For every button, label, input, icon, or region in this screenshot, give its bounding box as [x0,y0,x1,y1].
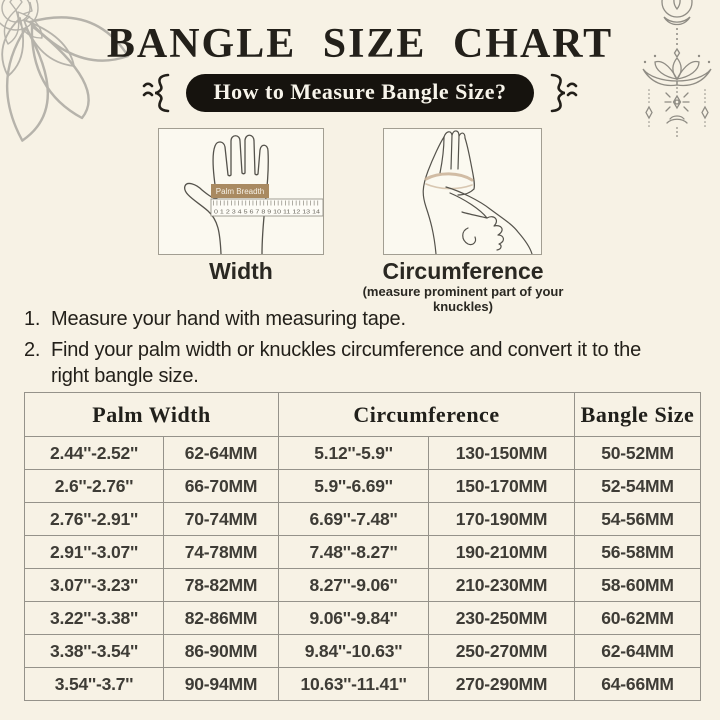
table-cell: 86-90MM [163,634,279,668]
instruction-number: 2. [24,339,41,361]
table-cell: 2.44''-2.52'' [24,436,164,470]
table-cell: 82-86MM [163,601,279,635]
circumference-figure [383,128,542,255]
table-cell: 3.22''-3.38'' [24,601,164,635]
table-cell: 52-54MM [574,469,701,503]
table-cell: 6.69''-7.48'' [278,502,429,536]
table-row: 2.6''-2.76'' 66-70MM 5.9''-6.69'' 150-170MM… [24,469,701,503]
circumference-caption: Circumference [382,258,544,284]
table-cell: 7.48''-8.27'' [278,535,429,569]
corner-flower-ornament [0,0,130,142]
table-cell: 56-58MM [574,535,701,569]
table-cell: 2.91''-3.07'' [24,535,164,569]
bracket-ornament-right [551,73,578,113]
table-cell: 5.9''-6.69'' [278,469,429,503]
table-row: 2.44''-2.52'' 62-64MM 5.12''-5.9'' 130-150M… [24,436,701,470]
table-cell: 230-250MM [428,601,575,635]
table-cell: 50-52MM [574,436,701,470]
ruler-numbers: 0 1 2 3 4 5 6 7 8 9 10 11 12 13 14 [214,210,320,216]
table-row: 3.22''-3.38'' 82-86MM 9.06''-9.84'' 230-250… [24,601,701,635]
circumference-subcaption: (measure prominent part of your knuckles… [362,284,564,314]
width-figure: 0 1 2 3 4 5 6 7 8 9 10 11 12 13 14 Palm … [158,128,324,255]
table-cell: 190-210MM [428,535,575,569]
table-cell: 54-56MM [574,502,701,536]
palm-width-illustration: 0 1 2 3 4 5 6 7 8 9 10 11 12 13 14 Palm … [184,134,324,255]
palm-breadth-label: Palm Breadth [216,187,264,196]
table-cell: 66-70MM [163,469,279,503]
page-title: BANGLE SIZE CHART [106,21,614,67]
table-cell: 90-94MM [163,667,279,701]
header-palm-width: Palm Width [24,392,279,437]
table-cell: 10.63''-11.41'' [278,667,429,701]
table-row: 2.91''-3.07'' 74-78MM 7.48''-8.27'' 190-210… [24,535,701,569]
bangle-size-table: Palm Width Circumference Bangle Size 2.4… [24,392,701,701]
table-cell: 8.27''-9.06'' [278,568,429,602]
table-cell: 60-62MM [574,601,701,635]
instruction-item: 1. Measure your hand with measuring tape… [24,306,684,332]
table-cell: 150-170MM [428,469,575,503]
ribbon-row: How to Measure Bangle Size? [0,71,720,115]
how-to-measure-ribbon: How to Measure Bangle Size? [185,74,535,112]
header-bangle-size: Bangle Size [574,392,701,437]
lotus-hanging-ornament [642,0,712,137]
table-cell: 64-66MM [574,667,701,701]
header-circumference: Circumference [278,392,575,437]
table-cell: 9.84''-10.63'' [278,634,429,668]
table-row: 3.54''-3.7'' 90-94MM 10.63''-11.41'' 270-29… [24,667,701,701]
table-cell: 2.6''-2.76'' [24,469,164,503]
table-cell: 130-150MM [428,436,575,470]
table-cell: 58-60MM [574,568,701,602]
instruction-text: Find your palm width or knuckles circumf… [51,339,642,387]
table-cell: 5.12''-5.9'' [278,436,429,470]
table-row: 3.38''-3.54'' 86-90MM 9.84''-10.63'' 250-27… [24,634,701,668]
ribbon-label: How to Measure Bangle Size? [213,79,507,104]
table-cell: 3.38''-3.54'' [24,634,164,668]
knuckle-circumference-illustration [422,130,533,255]
table-row: 3.07''-3.23'' 78-82MM 8.27''-9.06'' 210-230… [24,568,701,602]
width-caption: Width [209,258,273,284]
table-cell: 3.07''-3.23'' [24,568,164,602]
table-cell: 270-290MM [428,667,575,701]
table-header-row: Palm Width Circumference Bangle Size [24,392,701,437]
table-cell: 62-64MM [574,634,701,668]
table-cell: 9.06''-9.84'' [278,601,429,635]
table-cell: 250-270MM [428,634,575,668]
table-cell: 210-230MM [428,568,575,602]
instruction-number: 1. [24,308,41,330]
instructions-list: 1. Measure your hand with measuring tape… [24,306,684,394]
instruction-item: 2. Find your palm width or knuckles circ… [24,337,684,389]
table-row: 2.76''-2.91'' 70-74MM 6.69''-7.48'' 170-190… [24,502,701,536]
table-cell: 2.76''-2.91'' [24,502,164,536]
instruction-text: Measure your hand with measuring tape. [51,308,406,330]
table-cell: 78-82MM [163,568,279,602]
bracket-ornament-left [142,73,169,113]
table-cell: 62-64MM [163,436,279,470]
table-cell: 70-74MM [163,502,279,536]
table-cell: 170-190MM [428,502,575,536]
table-cell: 74-78MM [163,535,279,569]
table-cell: 3.54''-3.7'' [24,667,164,701]
